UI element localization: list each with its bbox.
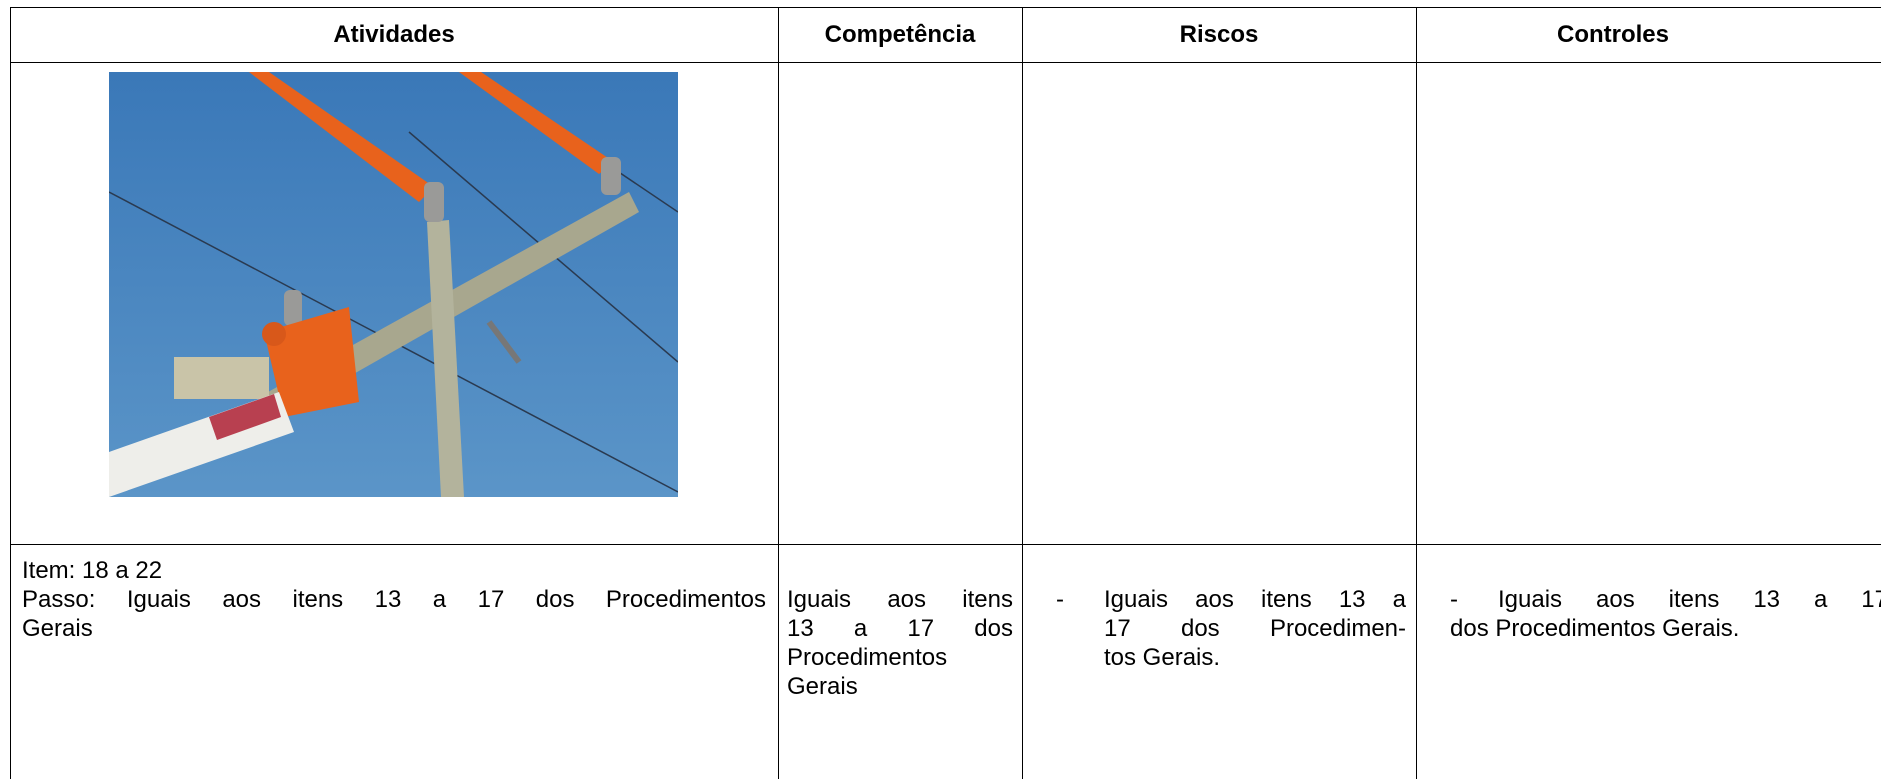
column-header: Atividades (333, 21, 455, 48)
border (778, 7, 779, 779)
control-text: dos Procedimentos Gerais. (1450, 615, 1740, 642)
risk-text: 17 dos Procedimen- (1104, 615, 1406, 642)
risk-text: tos Gerais. (1104, 644, 1221, 671)
border (10, 7, 11, 779)
border (1416, 7, 1417, 779)
control-text: Iguais aos itens 13 a 17 (1498, 586, 1881, 613)
column-header: Competência (824, 21, 976, 48)
risk-text: Iguais aos itens 13 a (1104, 586, 1406, 613)
column-header: Riscos (1179, 21, 1259, 48)
border (1022, 7, 1023, 779)
column-header: Controles (1556, 21, 1669, 48)
competence-text: Gerais (787, 673, 858, 700)
step-text: Gerais (22, 615, 93, 642)
bullet: - (1056, 586, 1064, 613)
step-text: Passo: Iguais aos itens 13 a 17 dos Proc… (22, 586, 766, 613)
border (10, 62, 1881, 63)
border (10, 7, 1881, 8)
border (10, 544, 1881, 545)
photo (109, 72, 678, 497)
competence-text: Procedimentos (787, 644, 948, 671)
item-text: Item: 18 a 22 (22, 557, 163, 584)
bullet: - (1450, 586, 1458, 613)
competence-text: 13 a 17 dos (787, 615, 1013, 642)
competence-text: Iguais aos itens (787, 586, 1013, 613)
